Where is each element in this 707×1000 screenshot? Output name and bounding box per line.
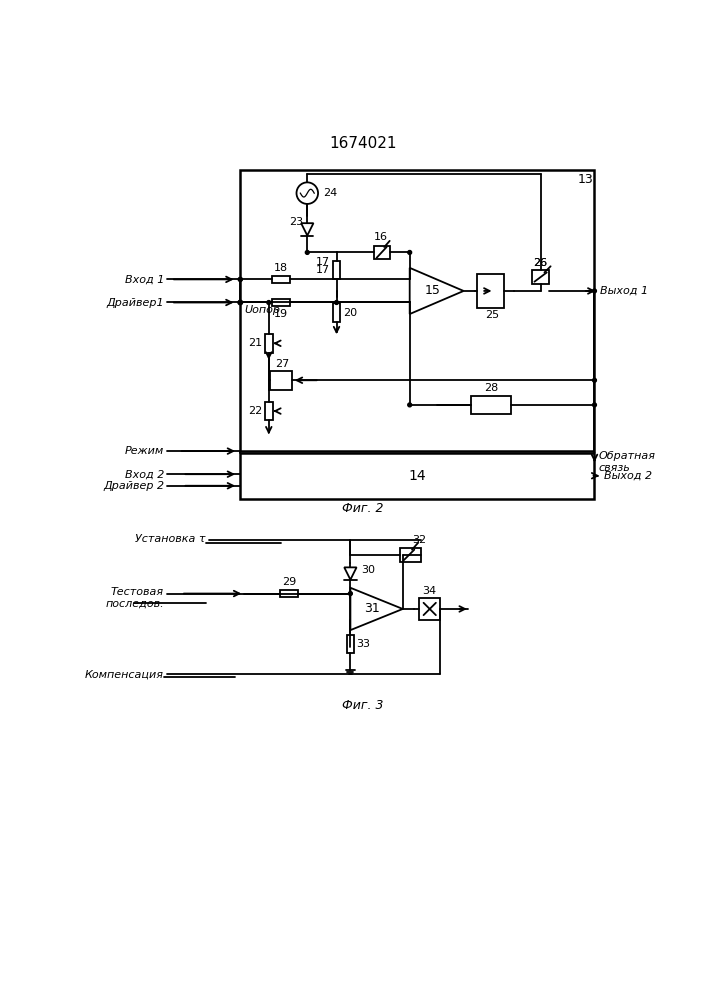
Bar [240, 453, 595, 499]
Polygon shape [301, 223, 313, 235]
Text: 21: 21 [248, 338, 262, 348]
Text: 17: 17 [316, 257, 330, 267]
Circle shape [408, 251, 411, 254]
Circle shape [267, 301, 271, 304]
Bar [472, 396, 511, 414]
Text: 14: 14 [409, 469, 426, 483]
Bar [477, 274, 504, 308]
Text: Выход 2: Выход 2 [604, 471, 652, 481]
Bar [240, 170, 595, 451]
Text: 30: 30 [361, 565, 375, 575]
Text: Драйвер1: Драйвер1 [107, 297, 164, 308]
Text: 13: 13 [578, 173, 593, 186]
Polygon shape [344, 567, 356, 580]
Text: 17: 17 [316, 265, 330, 275]
Circle shape [592, 378, 597, 382]
Circle shape [592, 289, 597, 293]
Text: Установка τ: Установка τ [135, 534, 206, 544]
Text: 26: 26 [534, 258, 548, 268]
Bar [272, 299, 291, 306]
Text: 34: 34 [423, 586, 437, 596]
Text: 1674021: 1674021 [329, 136, 397, 151]
Circle shape [238, 277, 243, 281]
Text: Драйвер 2: Драйвер 2 [103, 481, 164, 491]
Text: Режим: Режим [125, 446, 164, 456]
Text: 16: 16 [373, 232, 387, 242]
Bar [265, 402, 273, 420]
Bar [265, 334, 273, 353]
Text: 24: 24 [322, 188, 337, 198]
Bar [333, 261, 340, 279]
Text: Фиг. 3: Фиг. 3 [342, 699, 383, 712]
Text: Выход 1: Выход 1 [600, 286, 648, 296]
Text: 18: 18 [274, 263, 288, 273]
Text: Фиг. 2: Фиг. 2 [342, 502, 383, 515]
Circle shape [592, 403, 597, 407]
Text: Uопор: Uопор [244, 305, 280, 315]
Bar [373, 246, 390, 259]
Text: 19: 19 [274, 309, 288, 319]
Bar [532, 270, 549, 284]
Circle shape [305, 251, 309, 254]
Text: 26: 26 [534, 258, 548, 268]
Bar [346, 635, 354, 653]
Bar [419, 598, 440, 620]
Text: 20: 20 [343, 308, 357, 318]
Text: Компенсация: Компенсация [85, 669, 164, 679]
Text: 15: 15 [424, 284, 440, 297]
Bar [279, 590, 298, 597]
Text: 27: 27 [276, 359, 290, 369]
Text: Обратная
связь: Обратная связь [598, 451, 655, 473]
Text: 23: 23 [289, 217, 303, 227]
Bar [399, 548, 421, 562]
Circle shape [238, 301, 243, 304]
Text: 33: 33 [356, 639, 370, 649]
Text: Вход 1: Вход 1 [124, 274, 164, 284]
Circle shape [238, 277, 243, 281]
Text: 29: 29 [281, 577, 296, 587]
Bar [270, 371, 292, 389]
Text: 22: 22 [248, 406, 262, 416]
Text: 32: 32 [412, 535, 426, 545]
Circle shape [349, 592, 352, 595]
Circle shape [334, 301, 339, 304]
Bar [272, 276, 291, 283]
Text: 25: 25 [485, 310, 499, 320]
Text: Вход 2: Вход 2 [124, 469, 164, 479]
Bar [333, 303, 340, 322]
Text: 31: 31 [365, 602, 380, 615]
Text: 28: 28 [484, 383, 498, 393]
Circle shape [408, 403, 411, 407]
Text: Тестовая
последов.: Тестовая последов. [105, 587, 164, 608]
